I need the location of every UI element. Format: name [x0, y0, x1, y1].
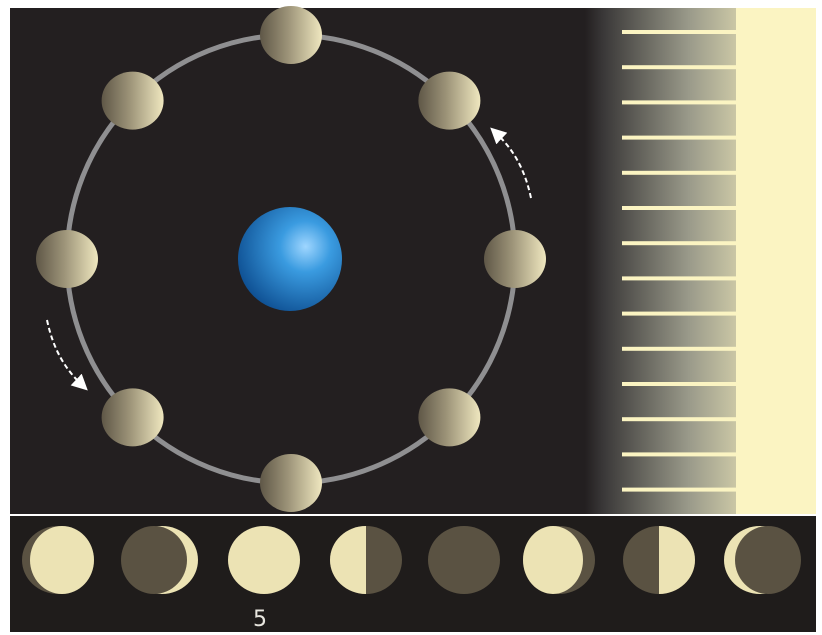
direction-arrow-lower-left	[46, 319, 88, 391]
sunlight-ray	[622, 346, 736, 351]
phase-moon-full	[228, 526, 300, 594]
phase-row	[22, 526, 801, 594]
orbit-moon	[484, 230, 546, 288]
orbit-moon	[260, 6, 322, 64]
sunlight-ray	[622, 417, 736, 422]
phase-moon-crescent-right	[121, 526, 198, 594]
sunlight-ray	[622, 135, 736, 140]
phase-moon-gibbous-right	[523, 526, 595, 594]
sunlight-bright-strip	[736, 8, 816, 514]
orbit-moon	[418, 71, 481, 130]
sunlight-ray	[622, 241, 736, 246]
orbit-moon	[36, 230, 98, 288]
sunlight-ray	[622, 170, 736, 175]
sunlight-ray	[622, 100, 736, 105]
orbit-moon	[101, 71, 164, 130]
orbit-moon	[418, 388, 481, 447]
sunlight-ray	[622, 206, 736, 210]
direction-arrow-upper-right	[490, 127, 532, 199]
phase-moon-half-right	[623, 526, 695, 594]
phase-moon-new	[428, 526, 500, 594]
sunlight-rays	[622, 30, 736, 492]
phase-moon-half-left	[330, 526, 402, 594]
orbit-moon	[260, 454, 322, 512]
sunlight-ray	[622, 30, 736, 34]
orbit-moon	[101, 388, 164, 447]
sunlight-ray	[622, 276, 736, 281]
sunlight-ray	[622, 65, 736, 70]
sunlight-ray	[622, 452, 736, 457]
sunlight-ray	[622, 311, 736, 316]
sunlight-ray	[622, 487, 736, 492]
sunlight-panel	[585, 8, 816, 514]
phase-label: 5	[253, 607, 267, 632]
phase-moon-light-left	[22, 526, 94, 594]
earth	[238, 207, 342, 311]
phase-moon-crescent-left	[724, 526, 801, 594]
orbit-moons	[36, 6, 546, 512]
sunlight-ray	[622, 382, 736, 386]
